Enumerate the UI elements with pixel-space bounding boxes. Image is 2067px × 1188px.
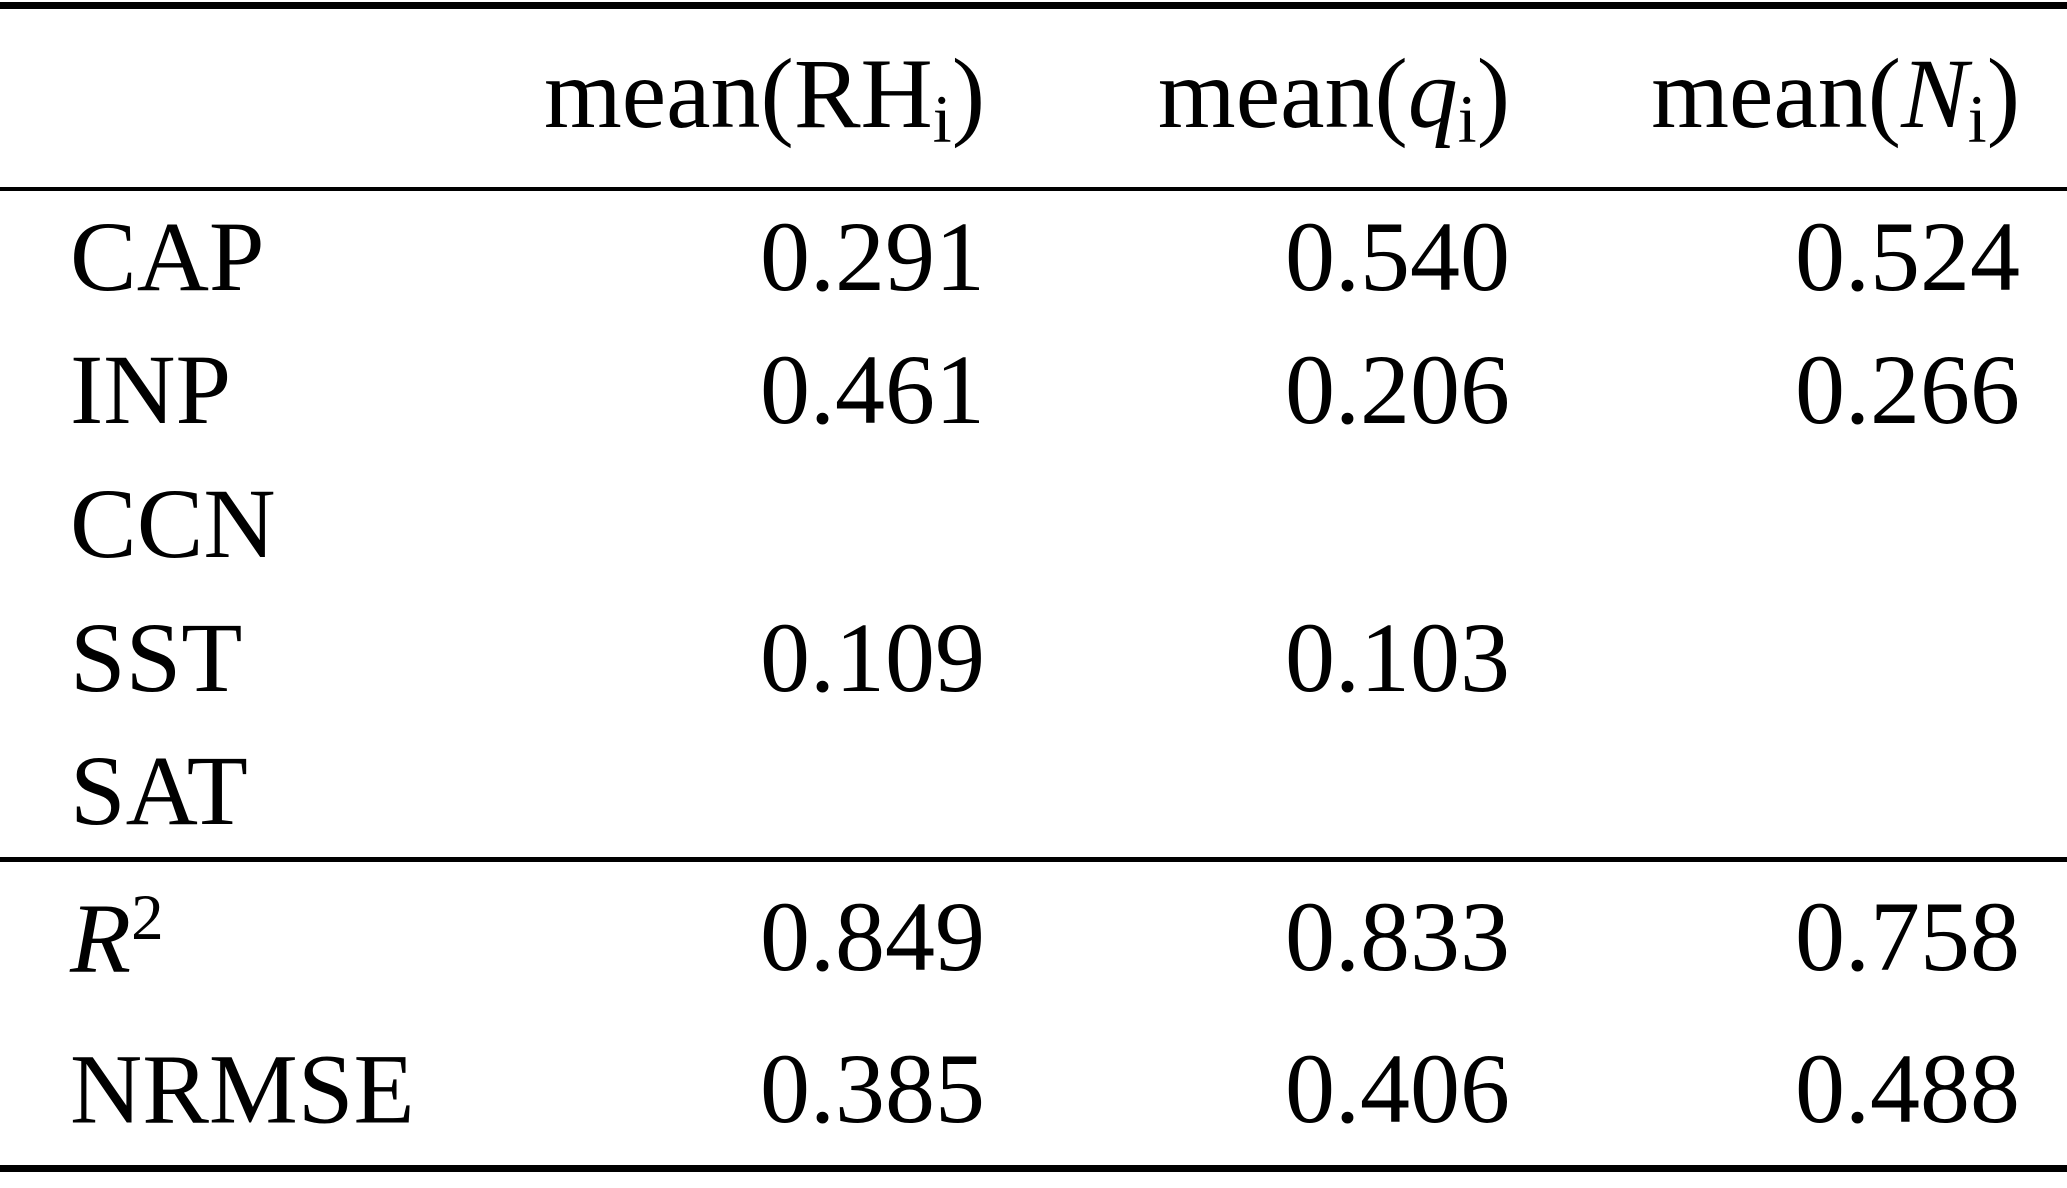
variable-n: N [1901,37,1968,149]
value-cell: 0.266 [1795,334,2020,445]
predictor-rows-section: CAP 0.291 0.540 0.524 INP 0.461 0.206 0.… [0,189,2067,859]
superscript-2: 2 [131,881,164,954]
value-cell: 0.488 [1795,1032,2020,1144]
header-prefix: mean( [1157,37,1408,149]
value-cell: 0.849 [760,880,985,992]
row-label: CCN [70,468,276,579]
header-suffix: ) [951,37,985,149]
row-label: INP [70,334,232,445]
table-header-section: mean(RHi) mean(qi) mean(Ni) [0,9,2067,189]
header-suffix: ) [1476,37,1510,149]
value-cell [1510,725,2067,859]
value-cell [485,725,985,859]
header-mean-rh: mean(RHi) [485,9,985,189]
header-mean-n: mean(Ni) [1510,9,2067,189]
row-label: SST [70,602,243,713]
value-cell: 0.524 [1795,201,2020,312]
value-cell: 0.833 [1285,880,1510,992]
header-blank-cell [0,9,485,189]
fit-statistics-section: R2 0.849 0.833 0.758 NRMSE 0.385 0.406 0… [0,859,2067,1165]
value-cell: 0.291 [760,201,985,312]
table-row-nrmse: NRMSE 0.385 0.406 0.488 [0,1012,2067,1165]
table-row-r-squared: R2 0.849 0.833 0.758 [0,859,2067,1012]
table-row-sst: SST 0.109 0.103 [0,591,2067,725]
r-symbol: R [70,882,132,993]
table-row-ccn: CCN [0,457,2067,591]
value-cell: 0.758 [1795,880,2020,992]
header-mean-q: mean(qi) [985,9,1510,189]
value-cell: 0.206 [1285,334,1510,445]
regression-stats-table: mean(RHi) mean(qi) mean(Ni) CAP 0.291 0.… [0,9,2067,1165]
value-cell: 0.385 [760,1032,985,1144]
value-cell: 0.461 [760,334,985,445]
row-label-r-squared: R2 [0,859,485,1012]
top-rule [0,2,2067,9]
value-cell: 0.406 [1285,1032,1510,1144]
nrmse-label: NRMSE [70,1033,415,1145]
value-cell: 0.103 [1285,602,1510,713]
row-label: CAP [70,201,265,312]
variable-q: q [1407,37,1458,149]
subscript-i: i [1457,80,1477,157]
header-suffix: ) [1986,37,2020,149]
header-prefix: mean( [544,37,794,149]
value-cell [985,457,1510,591]
table-row-sat: SAT [0,725,2067,859]
value-cell [1510,591,2067,725]
header-prefix: mean( [1651,37,1902,149]
table-row-cap: CAP 0.291 0.540 0.524 [0,189,2067,323]
value-cell: 0.540 [1285,201,1510,312]
subscript-i: i [932,80,952,157]
variable-rh: RH [793,37,933,149]
value-cell [985,725,1510,859]
value-cell [485,457,985,591]
value-cell [1510,457,2067,591]
table-row-inp: INP 0.461 0.206 0.266 [0,323,2067,457]
subscript-i: i [1967,80,1987,157]
bottom-rule [0,1165,2067,1172]
value-cell: 0.109 [760,602,985,713]
row-label: SAT [70,734,248,846]
header-row: mean(RHi) mean(qi) mean(Ni) [0,9,2067,189]
row-label-nrmse: NRMSE [0,1012,485,1165]
